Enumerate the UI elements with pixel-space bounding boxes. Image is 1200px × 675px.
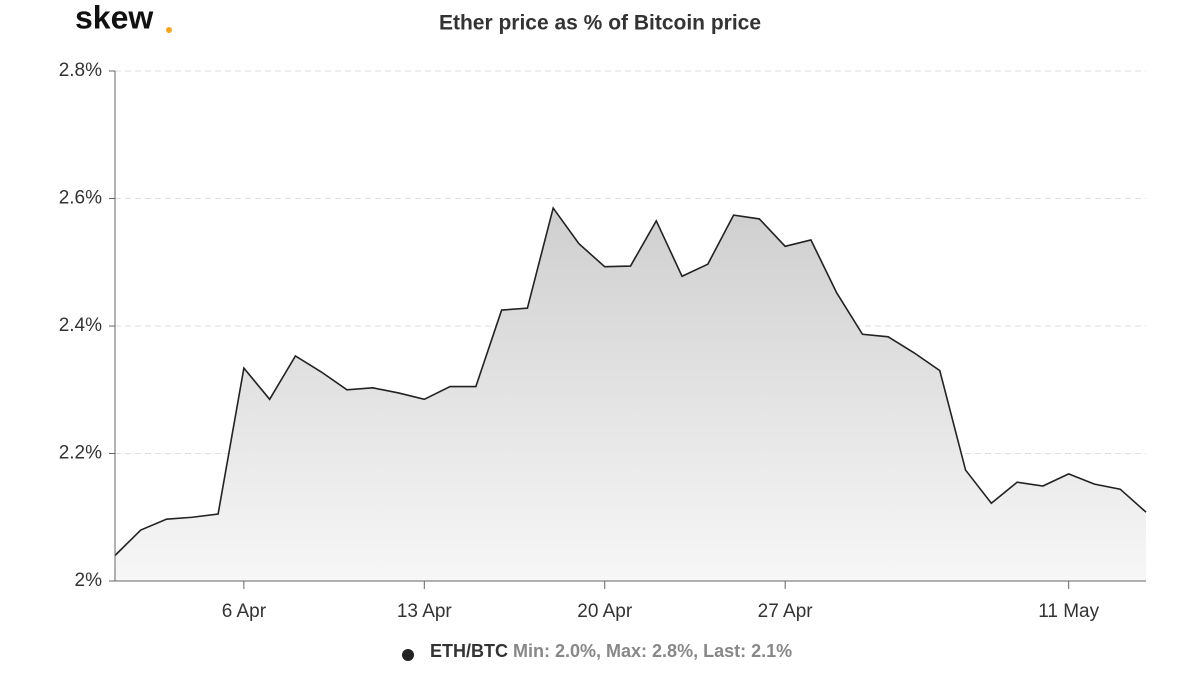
y-tick-label: 2.8% xyxy=(59,60,102,81)
y-tick-label: 2.2% xyxy=(59,443,102,464)
logo: skew xyxy=(75,0,153,35)
y-tick-label: 2.6% xyxy=(59,188,102,209)
x-tick-label: 20 Apr xyxy=(577,601,633,622)
x-tick-label: 11 May xyxy=(1038,601,1099,622)
chart-title: Ether price as % of Bitcoin price xyxy=(439,12,761,35)
line xyxy=(114,206,1147,557)
logo-dot xyxy=(166,27,172,33)
legend: ETH/BTC Min: 2.0%, Max: 2.8%, Last: 2.1% xyxy=(430,641,792,661)
x-tick-label: 13 Apr xyxy=(397,601,453,622)
legend-stats: Min: 2.0%, Max: 2.8%, Last: 2.1% xyxy=(513,641,792,661)
area-fill xyxy=(115,208,1146,581)
x-tick-label: 27 Apr xyxy=(758,601,814,622)
x-tick-label: 6 Apr xyxy=(222,601,267,622)
legend-marker xyxy=(402,649,414,661)
legend-name: ETH/BTC xyxy=(430,641,508,661)
y-tick-label: 2% xyxy=(75,570,103,591)
y-tick-label: 2.4% xyxy=(59,315,102,336)
